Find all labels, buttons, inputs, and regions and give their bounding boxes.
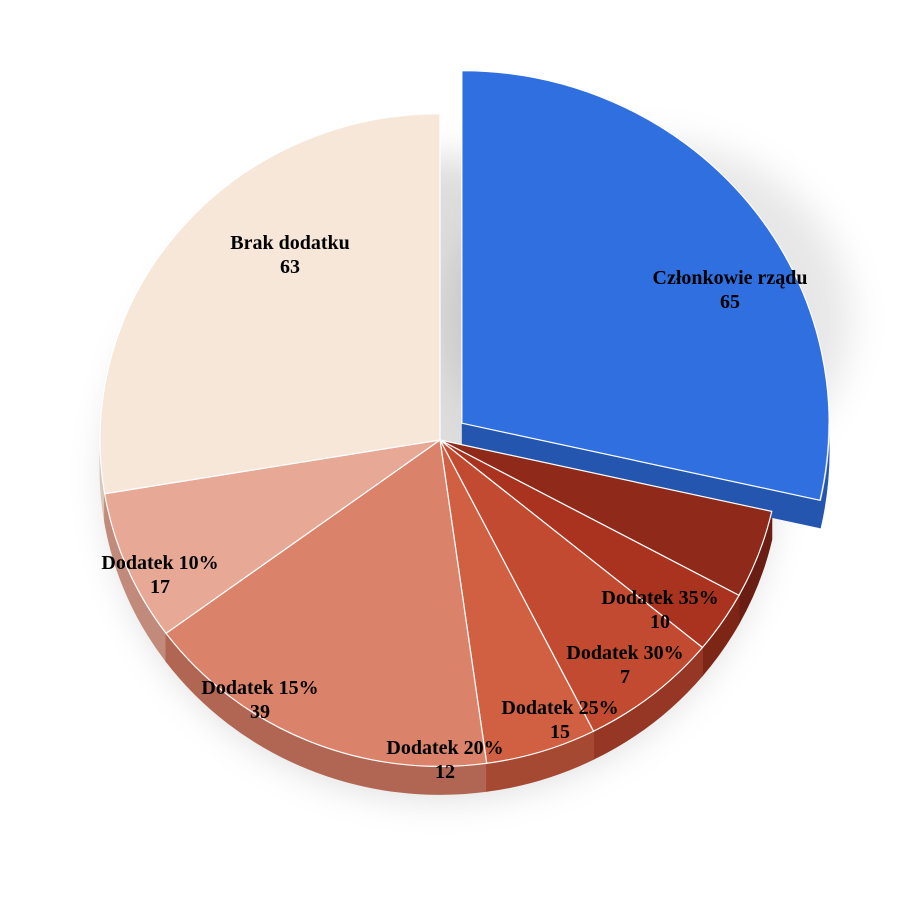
pie-label: Członkowie rządu65 — [653, 266, 808, 314]
pie-label-text: Dodatek 10% — [101, 551, 218, 575]
pie-label-text: Dodatek 25% — [501, 696, 618, 720]
pie-slice-top — [100, 114, 440, 494]
pie-label-value: 12 — [386, 760, 503, 784]
pie-label-value: 63 — [230, 255, 350, 279]
pie-label: Dodatek 10%17 — [101, 551, 218, 599]
pie-label: Dodatek 30%7 — [566, 641, 683, 689]
pie-label: Brak dodatku63 — [230, 231, 350, 279]
pie-label-value: 65 — [653, 290, 808, 314]
pie-chart-3d: Członkowie rządu65Dodatek 35%10Dodatek 3… — [0, 0, 915, 915]
pie-label-text: Członkowie rządu — [653, 266, 808, 290]
pie-label-value: 39 — [201, 700, 318, 724]
pie-label: Dodatek 20%12 — [386, 736, 503, 784]
pie-label: Dodatek 15%39 — [201, 676, 318, 724]
pie-label-text: Dodatek 35% — [601, 586, 718, 610]
pie-label-value: 10 — [601, 610, 718, 634]
pie-label: Dodatek 25%15 — [501, 696, 618, 744]
pie-label-text: Dodatek 15% — [201, 676, 318, 700]
pie-label-value: 7 — [566, 665, 683, 689]
pie-label-text: Dodatek 30% — [566, 641, 683, 665]
pie-label: Dodatek 35%10 — [601, 586, 718, 634]
pie-label-text: Dodatek 20% — [386, 736, 503, 760]
pie-label-text: Brak dodatku — [230, 231, 350, 255]
pie-label-value: 17 — [101, 575, 218, 599]
pie-label-value: 15 — [501, 720, 618, 744]
